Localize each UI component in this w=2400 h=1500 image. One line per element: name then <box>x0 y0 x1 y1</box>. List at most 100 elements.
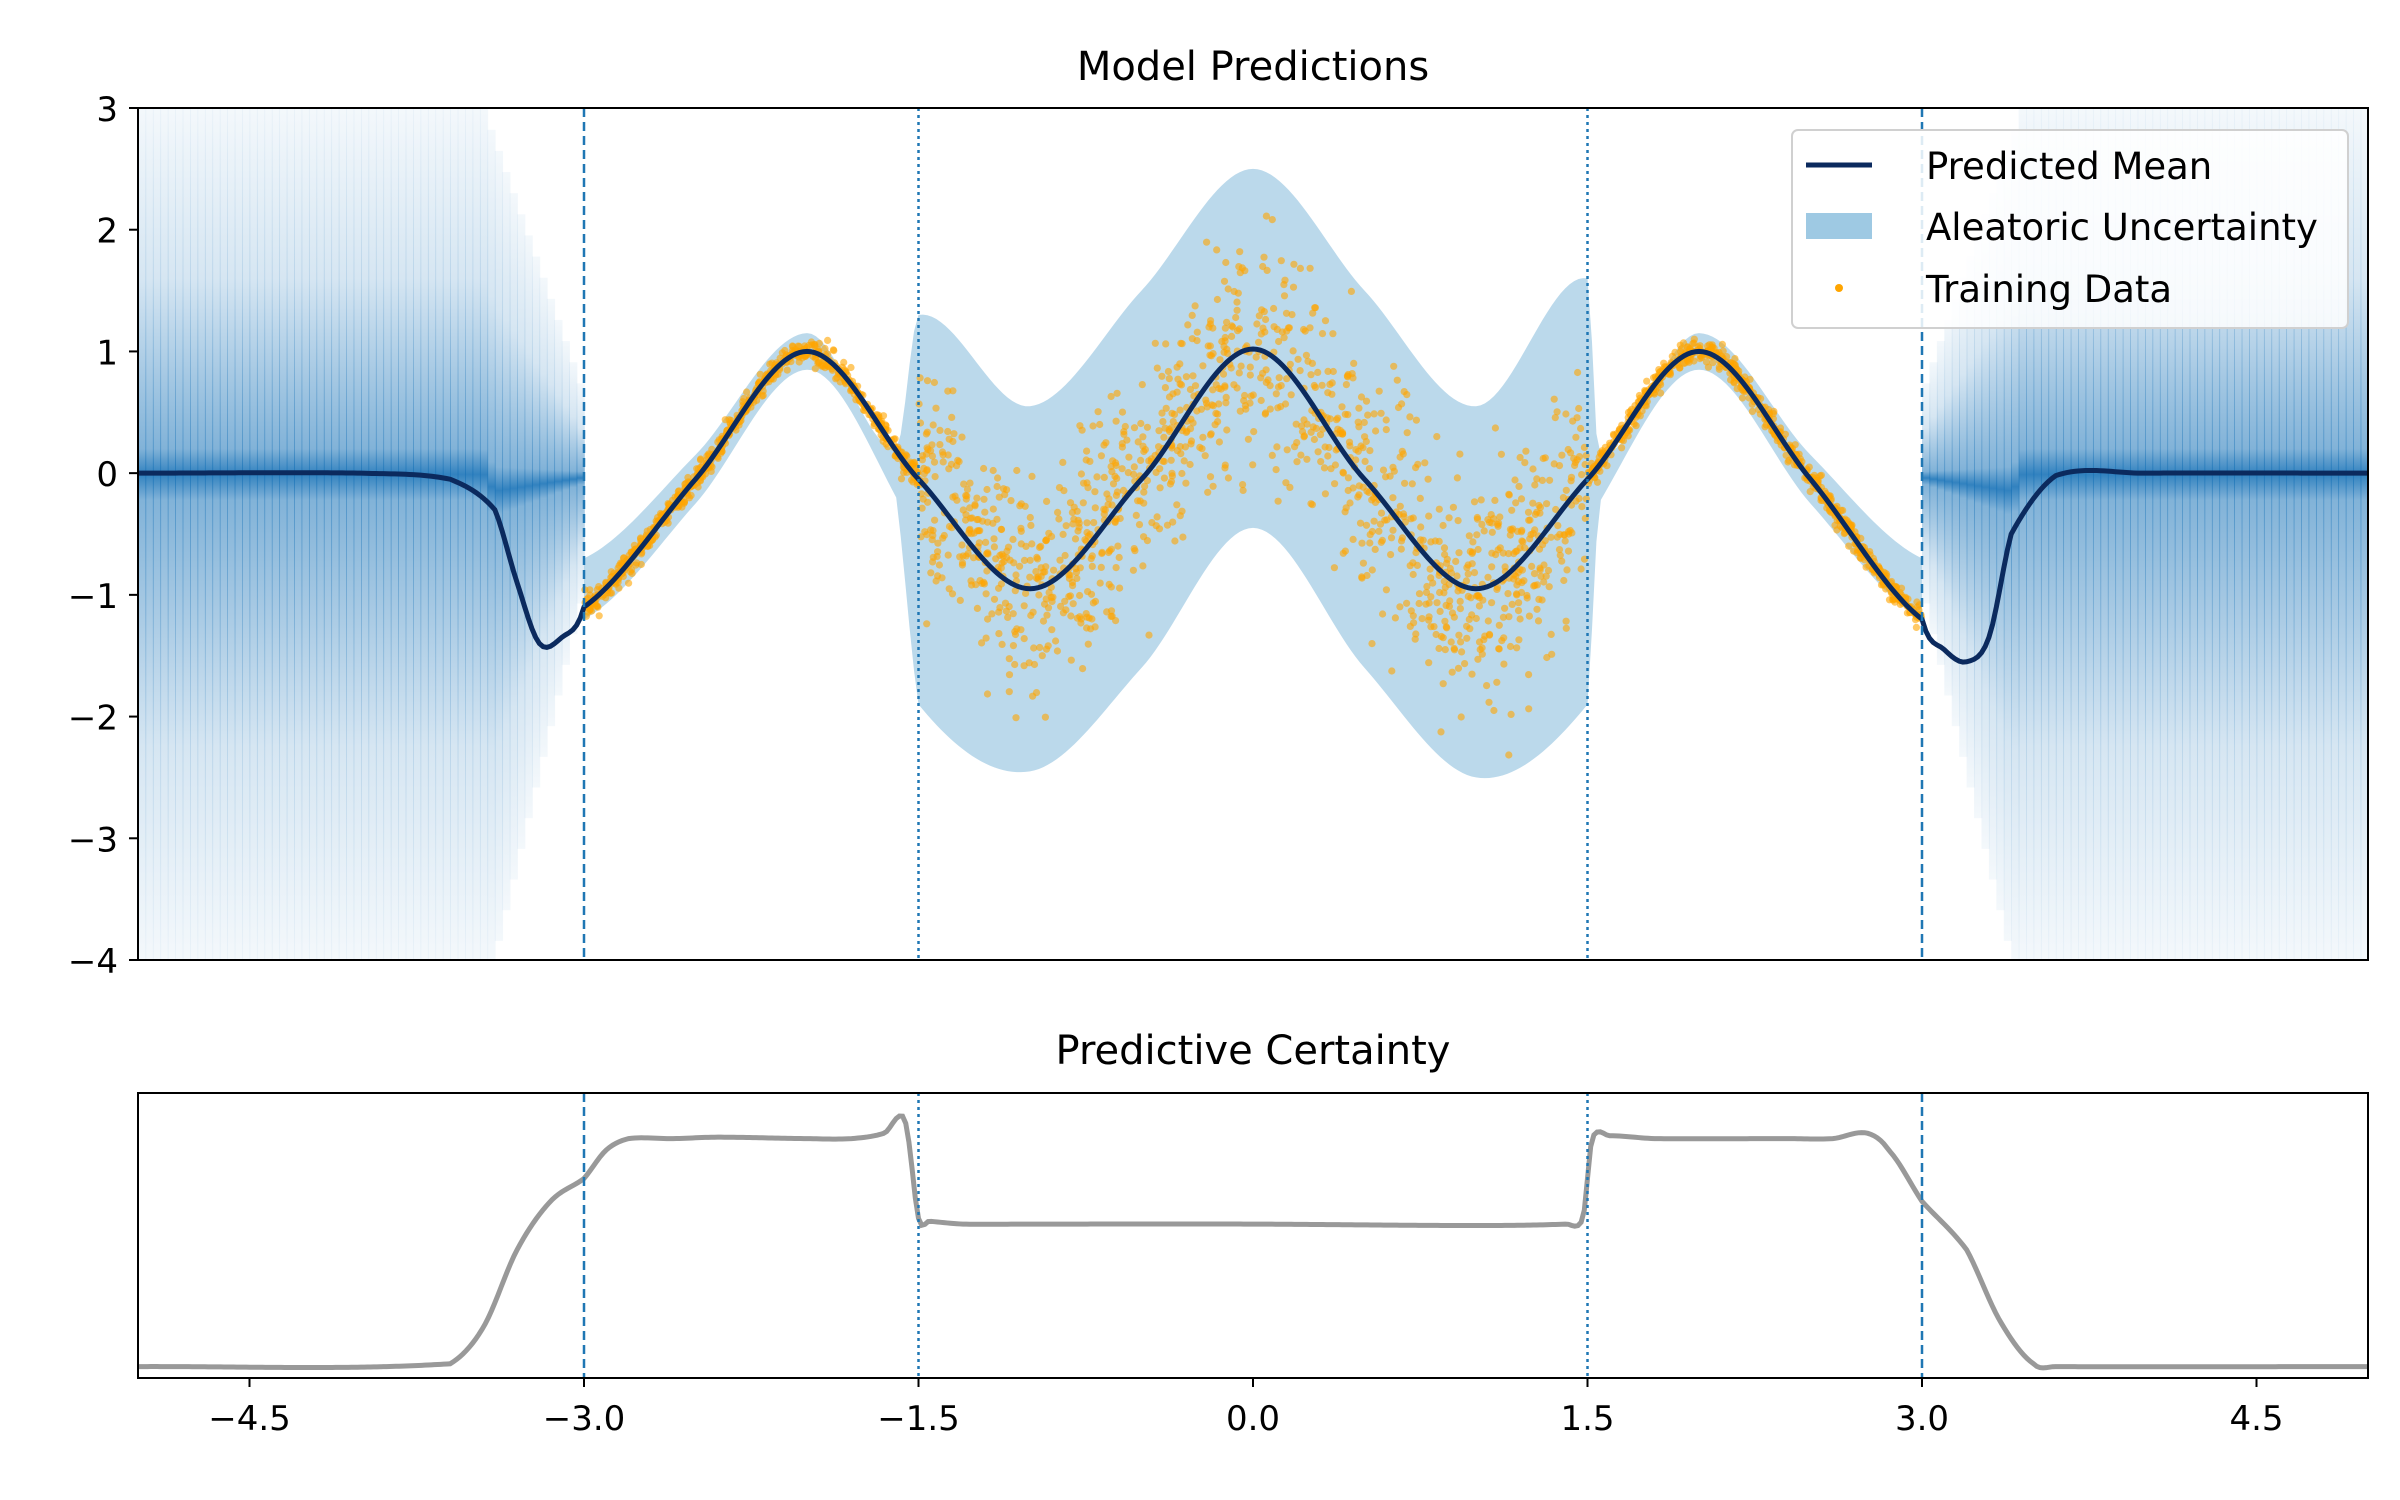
training-point <box>1272 390 1280 398</box>
epistemic-slice <box>2078 108 2087 960</box>
epistemic-slice <box>2286 108 2295 960</box>
training-point <box>1137 419 1145 428</box>
training-point <box>997 564 1005 572</box>
training-point <box>1543 500 1551 508</box>
training-point <box>1119 486 1128 494</box>
training-point <box>1282 309 1291 317</box>
training-point <box>1159 418 1167 426</box>
training-point <box>1509 525 1517 533</box>
training-point <box>1325 443 1333 452</box>
training-point <box>1009 642 1018 650</box>
training-point <box>1246 363 1254 371</box>
training-point <box>1423 582 1431 591</box>
training-point <box>1643 377 1651 385</box>
training-point <box>1277 403 1285 411</box>
training-point <box>1280 281 1288 289</box>
training-point <box>584 608 592 616</box>
epistemic-slice <box>2308 108 2317 960</box>
epistemic-slice <box>1966 256 1975 788</box>
bottom-plot-frame <box>137 1092 2369 1379</box>
training-point <box>948 413 956 421</box>
training-point <box>1140 499 1148 507</box>
training-point <box>847 363 855 372</box>
training-point <box>1229 323 1237 331</box>
training-point <box>1160 474 1168 482</box>
training-point <box>1236 248 1244 256</box>
training-point <box>1554 522 1562 530</box>
training-point <box>1230 287 1238 296</box>
training-point <box>984 550 992 558</box>
training-point <box>1112 417 1120 425</box>
training-point <box>1467 594 1475 602</box>
training-point <box>1455 631 1463 639</box>
training-point <box>1005 688 1013 696</box>
epistemic-slice <box>2219 108 2228 960</box>
training-point <box>958 561 967 569</box>
epistemic-slice <box>398 108 407 960</box>
training-point <box>1564 547 1573 555</box>
epistemic-slice <box>2271 108 2280 960</box>
training-point <box>1382 586 1390 594</box>
training-point <box>1091 488 1099 496</box>
training-point <box>1314 448 1322 456</box>
training-point <box>1170 410 1179 418</box>
training-point <box>1508 600 1516 609</box>
training-point <box>1016 562 1024 570</box>
training-point <box>938 574 946 582</box>
training-point <box>1519 538 1527 546</box>
training-point <box>1283 446 1291 454</box>
training-point <box>965 526 973 534</box>
training-point <box>1176 443 1184 451</box>
epistemic-slice <box>1959 277 1968 757</box>
training-point <box>1140 488 1148 496</box>
training-point <box>1386 472 1394 480</box>
training-point <box>1120 430 1128 438</box>
training-point <box>1412 549 1420 557</box>
training-point <box>1209 386 1217 394</box>
training-point <box>1132 511 1140 519</box>
training-point <box>1425 512 1433 520</box>
training-point <box>1514 607 1523 615</box>
epistemic-slice <box>2315 108 2325 960</box>
epistemic-slice <box>435 108 444 960</box>
training-point <box>1425 599 1433 607</box>
training-point <box>1090 519 1098 527</box>
training-point <box>595 583 603 591</box>
training-point <box>1222 258 1230 267</box>
training-point <box>1857 534 1865 543</box>
training-point <box>1005 655 1013 663</box>
training-point <box>1191 302 1199 310</box>
training-point <box>1219 370 1228 378</box>
epistemic-slice <box>383 108 392 960</box>
training-point <box>1484 617 1492 625</box>
training-point <box>1026 573 1034 581</box>
training-point <box>1495 645 1503 653</box>
training-point <box>897 475 906 483</box>
training-point <box>1573 456 1581 464</box>
training-point <box>1270 304 1278 313</box>
training-point <box>1111 517 1119 526</box>
training-point <box>1442 601 1450 610</box>
training-point <box>1083 447 1091 455</box>
training-point <box>1261 410 1269 418</box>
training-point <box>1215 400 1223 408</box>
training-point <box>1426 565 1434 573</box>
training-point <box>1478 644 1486 652</box>
training-point <box>1387 551 1395 559</box>
training-point <box>1239 481 1247 489</box>
training-point <box>1121 422 1129 431</box>
epistemic-slice <box>2330 108 2340 960</box>
y-tick-label: 1 <box>96 333 118 373</box>
training-point <box>1107 583 1115 591</box>
training-point <box>1138 381 1146 389</box>
training-point <box>971 502 979 510</box>
training-point <box>1403 429 1411 437</box>
training-point <box>1118 465 1126 473</box>
training-point <box>1671 348 1679 356</box>
training-point <box>1535 501 1543 510</box>
training-point <box>1310 435 1318 444</box>
training-point <box>1718 340 1726 348</box>
training-point <box>1290 260 1298 268</box>
training-point <box>1657 389 1665 397</box>
training-point <box>1439 521 1447 530</box>
